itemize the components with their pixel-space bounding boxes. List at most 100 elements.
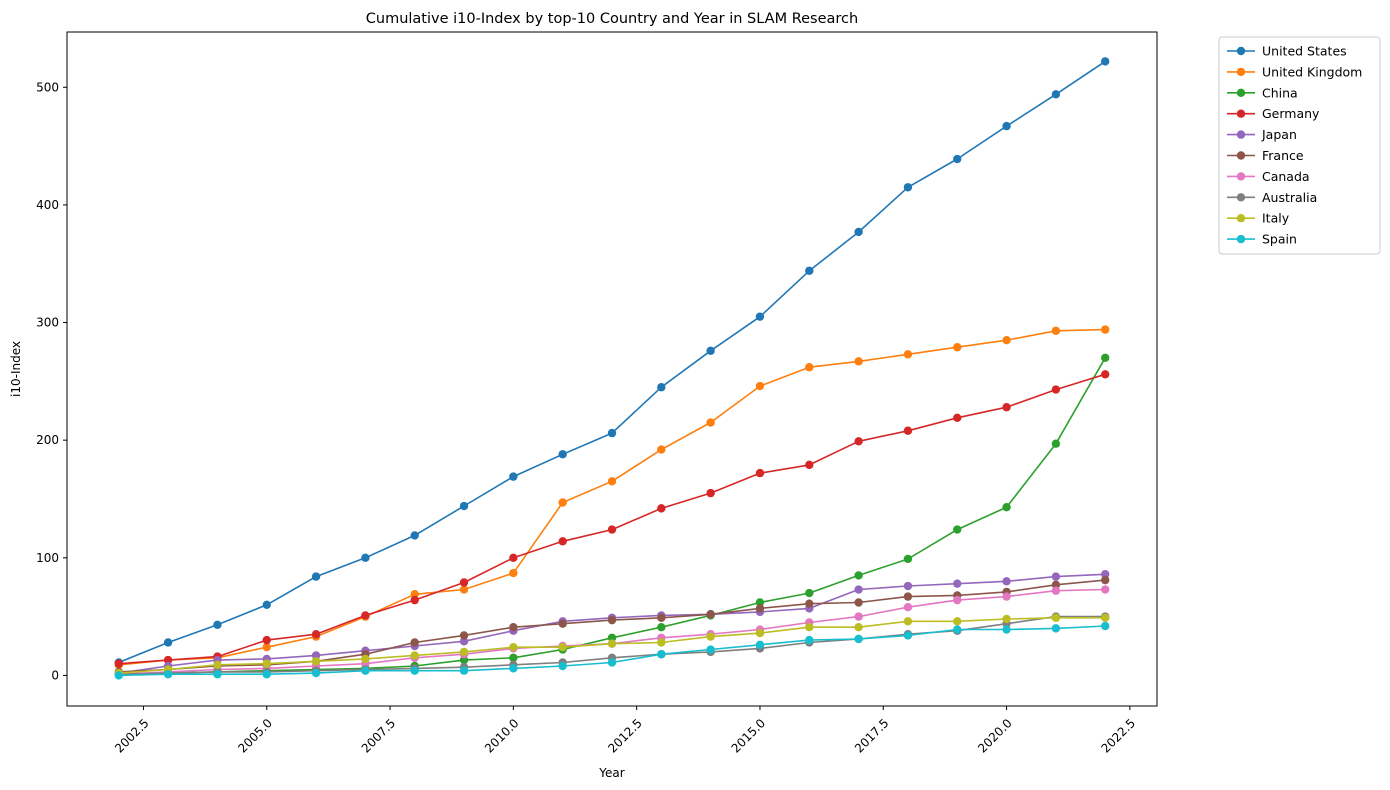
data-point-united-states: [1051, 90, 1061, 99]
data-point-united-kingdom: [953, 343, 962, 352]
legend-label-australia: Australia: [1262, 190, 1317, 205]
legend-label-united-states: United States: [1262, 44, 1347, 59]
data-point-china: [755, 598, 765, 607]
data-point-france: [607, 615, 617, 625]
data-point-germany: [262, 635, 271, 645]
data-point-spain: [903, 631, 913, 640]
data-point-germany: [755, 468, 765, 478]
legend-item-spain: Spain: [1227, 232, 1297, 247]
data-point-italy: [706, 632, 715, 641]
legend-item-france: France: [1227, 148, 1304, 163]
data-point-spain: [509, 664, 518, 673]
data-point-spain: [755, 640, 765, 650]
data-point-canada: [854, 612, 863, 621]
data-point-canada: [1002, 592, 1011, 601]
data-point-canada: [1101, 585, 1110, 594]
data-point-germany: [1002, 403, 1011, 412]
data-point-united-states: [903, 183, 913, 192]
chart-title: Cumulative i10-Index by top-10 Country a…: [366, 11, 858, 27]
plot-frame: [66, 31, 1158, 707]
data-point-germany: [114, 659, 123, 668]
data-point-united-states: [509, 472, 518, 481]
data-point-united-states: [953, 154, 962, 164]
legend-item-japan: Japan: [1227, 127, 1297, 142]
data-point-germany: [509, 553, 518, 562]
data-point-japan: [903, 581, 913, 591]
data-point-germany: [558, 537, 567, 546]
data-point-japan: [953, 579, 962, 588]
legend-label-japan: Japan: [1261, 127, 1297, 142]
data-point-germany: [163, 655, 173, 665]
data-point-china: [854, 571, 863, 580]
data-point-united-kingdom: [805, 363, 814, 372]
data-point-united-states: [854, 227, 863, 237]
legend-label-italy: Italy: [1262, 211, 1290, 226]
data-point-spain: [114, 671, 123, 680]
y-tick-label: 200: [36, 433, 59, 447]
legend-marker-germany: [1236, 109, 1246, 118]
data-point-germany: [361, 611, 370, 620]
data-point-china: [1002, 503, 1011, 512]
legend-item-united-states: United States: [1227, 44, 1347, 59]
data-point-china: [953, 525, 962, 534]
data-point-france: [509, 622, 518, 632]
data-point-united-states: [657, 383, 666, 392]
legend-marker-united-kingdom: [1236, 67, 1246, 77]
data-point-spain: [706, 645, 715, 654]
data-point-germany: [1101, 370, 1110, 379]
data-point-germany: [1051, 385, 1061, 394]
data-point-united-states: [607, 428, 617, 438]
data-point-china: [903, 554, 913, 564]
data-point-japan: [1051, 572, 1061, 581]
data-point-italy: [311, 657, 321, 666]
data-point-united-kingdom: [1101, 325, 1110, 334]
legend-label-united-kingdom: United Kingdom: [1262, 64, 1362, 79]
data-point-italy: [854, 622, 863, 632]
data-point-germany: [657, 504, 666, 513]
series-spain: [114, 621, 1110, 680]
legend-item-united-kingdom: United Kingdom: [1227, 64, 1362, 79]
data-point-italy: [953, 617, 962, 626]
legend-label-china: China: [1262, 85, 1298, 100]
data-point-united-states: [1101, 57, 1110, 66]
legend-marker-france: [1236, 151, 1246, 160]
data-point-canada: [903, 602, 913, 612]
data-point-spain: [459, 666, 469, 675]
data-point-spain: [657, 650, 666, 659]
legend-label-france: France: [1262, 148, 1304, 163]
data-point-united-kingdom: [459, 585, 469, 594]
series-united-states: [114, 57, 1110, 667]
data-point-united-kingdom: [558, 498, 567, 507]
data-point-spain: [854, 634, 863, 644]
data-point-italy: [459, 647, 469, 657]
data-point-spain: [1051, 624, 1061, 633]
data-point-france: [854, 598, 863, 607]
legend-label-germany: Germany: [1262, 106, 1320, 121]
data-point-united-states: [558, 450, 567, 459]
data-point-germany: [410, 595, 419, 605]
data-point-france: [903, 592, 913, 601]
data-point-united-states: [459, 501, 469, 511]
data-point-spain: [1002, 625, 1011, 634]
series-italy: [114, 613, 1110, 678]
data-point-italy: [213, 660, 222, 670]
data-point-france: [410, 638, 419, 647]
data-point-spain: [213, 670, 222, 679]
data-point-japan: [1002, 577, 1011, 586]
data-point-germany: [607, 525, 617, 534]
y-tick-label: 500: [36, 80, 59, 94]
y-tick-label: 0: [51, 668, 59, 682]
data-point-united-states: [410, 531, 419, 540]
data-point-france: [459, 631, 469, 640]
data-point-spain: [1101, 621, 1110, 631]
data-point-italy: [903, 617, 913, 626]
data-point-china: [805, 588, 814, 598]
data-point-germany: [805, 460, 814, 470]
legend-marker-italy: [1236, 214, 1246, 223]
legend-item-canada: Canada: [1227, 169, 1310, 184]
legend-label-spain: Spain: [1262, 232, 1297, 247]
legend-marker-china: [1236, 88, 1246, 98]
data-point-spain: [558, 661, 567, 671]
data-point-germany: [854, 437, 863, 446]
